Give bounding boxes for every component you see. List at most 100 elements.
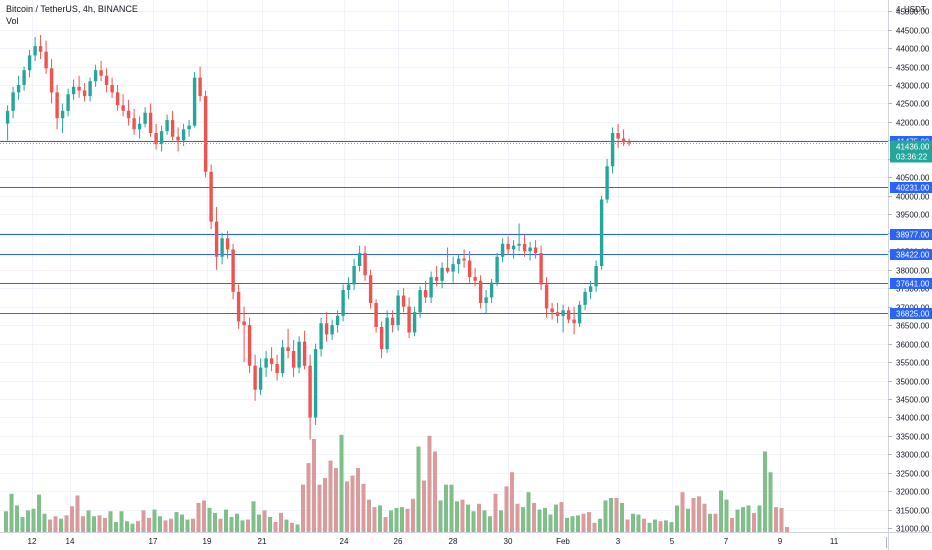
price-tick-label: 32500.00 <box>896 470 930 479</box>
candle-body <box>550 308 554 313</box>
candle-body <box>478 280 483 303</box>
volume-bar <box>257 514 261 532</box>
volume-bar <box>15 505 19 532</box>
level-tag-bg <box>890 249 932 260</box>
candle-body <box>610 133 615 167</box>
volume-label: Vol <box>6 16 19 26</box>
candle-body <box>407 306 411 333</box>
candle-body <box>544 284 549 309</box>
volume-bar <box>268 517 272 532</box>
candle-body <box>302 341 307 366</box>
candle-body <box>176 136 180 141</box>
volume-bar <box>691 497 696 532</box>
candle-body <box>27 55 32 71</box>
candle-body <box>49 68 54 93</box>
candle-body <box>77 86 81 91</box>
candle-body <box>110 84 114 93</box>
volume-bar <box>119 511 124 532</box>
level-tag-text: 36825.00 <box>896 310 930 319</box>
candle-body <box>522 243 527 252</box>
volume-bar <box>405 508 410 532</box>
volume-bar <box>334 468 338 532</box>
volume-bar <box>581 513 586 532</box>
candle-body <box>137 123 142 130</box>
volume-bar <box>631 513 635 532</box>
volume-bar <box>202 500 206 532</box>
grid-lines <box>0 0 887 532</box>
price-tick-label: 31500.00 <box>896 507 930 516</box>
candle-body <box>225 238 230 250</box>
volume-bar <box>625 519 630 532</box>
volume-bar <box>339 434 344 532</box>
candle-body <box>451 264 455 272</box>
volume-bar <box>411 498 415 532</box>
volume-bar <box>53 516 58 532</box>
volume-bar <box>757 505 762 532</box>
volume-bar <box>312 439 316 532</box>
candle-body <box>363 253 367 276</box>
candle-body <box>330 325 334 335</box>
volume-bar <box>224 509 228 532</box>
price-tick-label: 38000.00 <box>896 267 930 276</box>
candle-body <box>528 247 532 252</box>
price-tick-label: 45000.00 <box>896 8 930 17</box>
volume-bar <box>389 510 393 532</box>
candle-body <box>539 253 543 285</box>
price-tick-label: 34000.00 <box>896 414 930 423</box>
candle-body <box>445 267 450 272</box>
volume-bar <box>422 480 426 532</box>
volume-bar <box>526 492 531 532</box>
volume-bar <box>218 518 223 532</box>
volume-bar <box>576 515 580 532</box>
candle-body <box>357 253 362 266</box>
price-tick-label: 39500.00 <box>896 211 930 220</box>
candle-body <box>588 286 593 292</box>
volume-bar <box>147 517 151 532</box>
price-tick-label: 32000.00 <box>896 488 930 497</box>
volume-bar <box>603 500 608 532</box>
volume-bar <box>59 518 63 532</box>
candle-body <box>605 166 609 200</box>
volume-bar <box>207 507 212 532</box>
volume-bar <box>262 510 267 532</box>
candle-body <box>396 295 400 326</box>
level-tag-bg <box>890 182 932 193</box>
volume-bar <box>559 502 564 532</box>
time-tick-label: 5 <box>670 537 675 546</box>
price-tick-label: 35500.00 <box>896 359 930 368</box>
volume-bar <box>394 507 399 532</box>
candle-body <box>159 131 164 145</box>
candle-body <box>297 341 301 368</box>
volume-bar <box>515 503 520 532</box>
volume-bar <box>592 522 597 532</box>
time-tick-label: 7 <box>724 537 729 546</box>
volume-bar <box>317 484 322 532</box>
volume-bar <box>460 499 465 532</box>
candle-body <box>412 312 417 333</box>
candle-body <box>214 221 219 257</box>
time-tick-label: 17 <box>149 537 158 546</box>
volume-bar <box>97 515 102 532</box>
volume-bar <box>438 500 443 532</box>
candle-body <box>401 295 406 307</box>
time-tick-label: 12 <box>28 537 37 546</box>
volume-bar <box>532 502 536 532</box>
time-tick-label: 9 <box>778 537 783 546</box>
currency-label[interactable]: 4 USDT <box>896 5 926 14</box>
candle-body <box>495 256 499 283</box>
volume-bar <box>81 516 85 532</box>
volume-bar <box>367 499 371 532</box>
volume-bar <box>273 522 278 532</box>
volume-bar <box>174 512 179 532</box>
volume-bar <box>42 513 47 532</box>
volume-bar <box>449 484 454 532</box>
volume-bar <box>482 510 487 532</box>
volume-bar <box>598 518 602 532</box>
candle-body <box>66 94 70 111</box>
price-tick-label: 43000.00 <box>896 82 930 91</box>
candle-body <box>209 171 213 222</box>
volume-bar <box>609 497 613 532</box>
volume-bar <box>295 524 300 532</box>
volume-bar <box>504 486 509 532</box>
